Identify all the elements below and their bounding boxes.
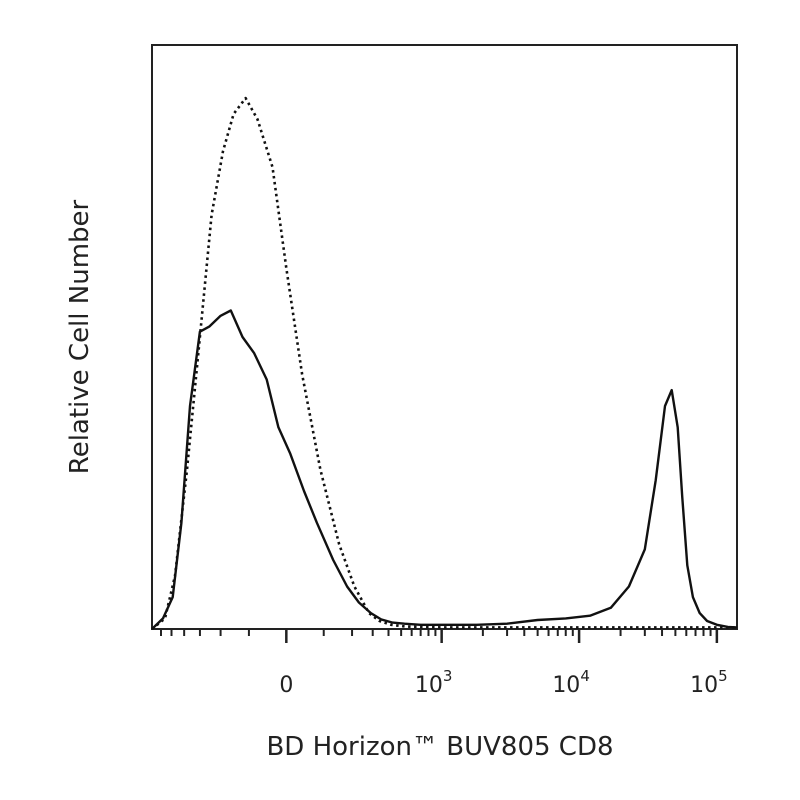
dotted-histogram-line xyxy=(151,96,737,631)
solid-histogram-line xyxy=(151,309,738,630)
x-tick-label: 105 xyxy=(690,667,728,698)
x-tick-label: 104 xyxy=(552,667,590,698)
x-axis-major-ticks xyxy=(285,629,719,643)
x-tick-label: 103 xyxy=(415,667,453,698)
x-tick-label: 0 xyxy=(279,673,293,698)
x-axis-minor-ticks xyxy=(159,629,718,636)
plot-frame xyxy=(151,44,738,630)
x-axis-tick-labels: 0 103 104 105 xyxy=(279,667,727,698)
x-axis-label: BD Horizon™ BUV805 CD8 xyxy=(266,732,613,762)
series-layer xyxy=(151,96,738,631)
y-axis-label: Relative Cell Number xyxy=(65,199,95,474)
